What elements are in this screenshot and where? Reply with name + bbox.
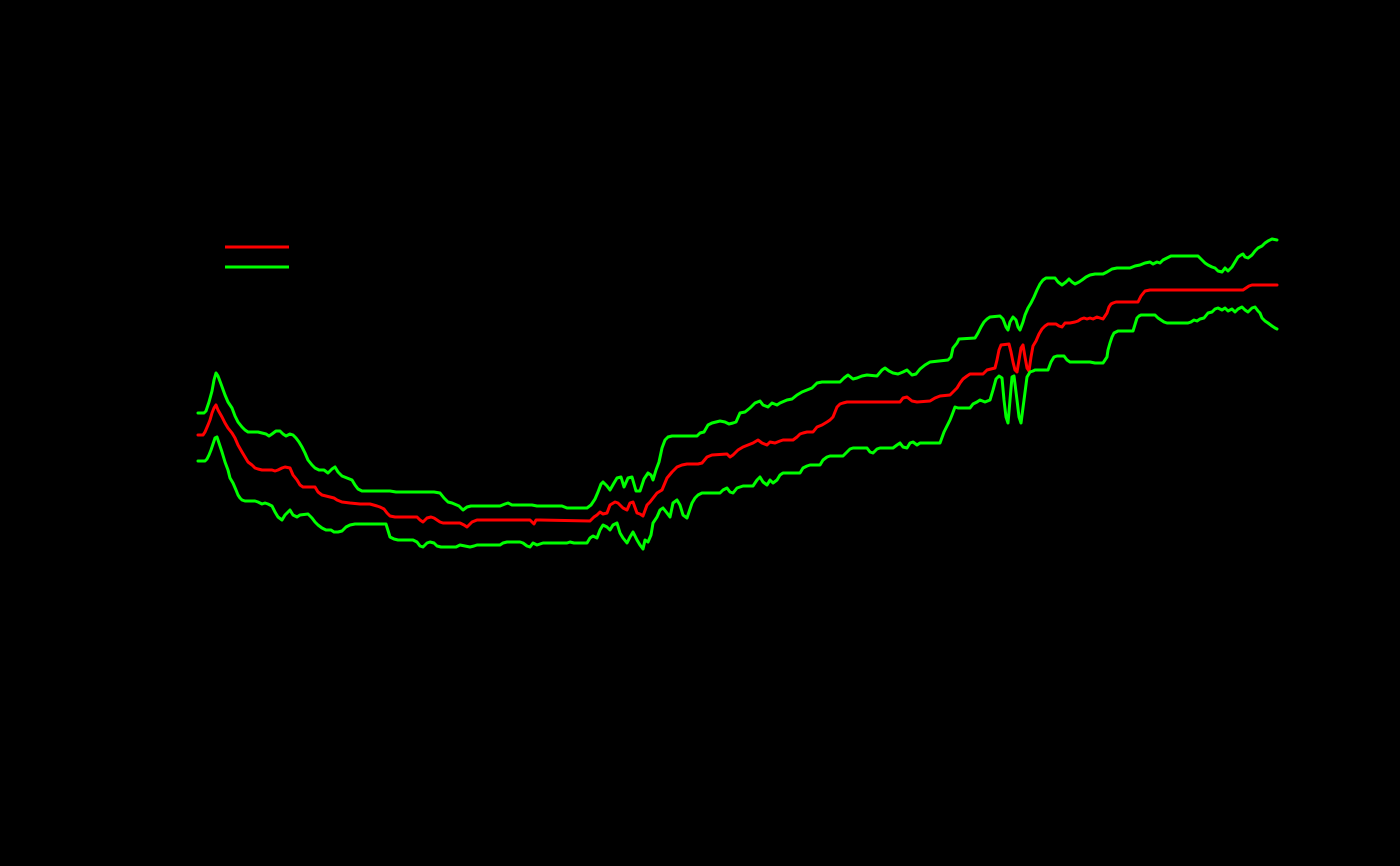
legend [225, 245, 289, 269]
lower-confidence-bound-curve [196, 305, 1279, 551]
upper-confidence-bound-curve [196, 237, 1279, 512]
curves [196, 237, 1279, 551]
estimate-curve [196, 283, 1279, 529]
